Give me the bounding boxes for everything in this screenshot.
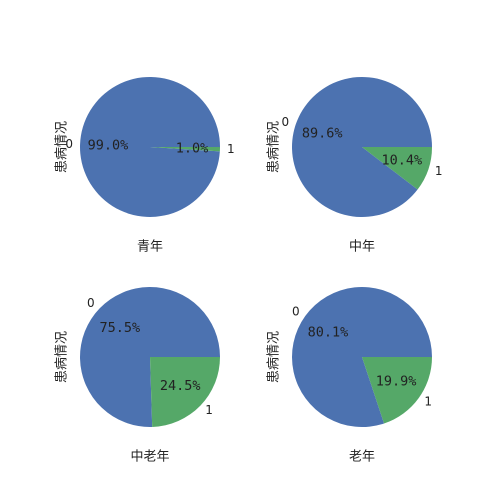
- category-label-young-0: 0: [65, 137, 73, 151]
- category-label-middle-old-1: 1: [205, 403, 213, 417]
- x-axis-label-middle: 中年: [349, 240, 375, 255]
- pie-slice-middle-old-1: [150, 357, 220, 427]
- pie-slice-young-0: [80, 76, 221, 217]
- y-axis-label-middle-old: 患病情况: [55, 331, 70, 383]
- category-label-old-0: 0: [292, 304, 300, 318]
- pie-slice-middle-1: [362, 147, 432, 190]
- pie-slice-middle-0: [292, 77, 432, 218]
- percent-label-middle-0: 89.6%: [302, 126, 343, 142]
- x-axis-label-middle-old: 中老年: [130, 450, 169, 465]
- category-label-old-1: 1: [424, 395, 432, 409]
- percent-label-young-0: 99.0%: [88, 138, 129, 154]
- percent-label-middle-1: 10.4%: [381, 153, 422, 169]
- pie-slice-young-1: [150, 147, 220, 152]
- x-axis-label-young: 青年: [137, 240, 163, 255]
- category-label-young-1: 1: [227, 142, 235, 156]
- y-axis-label-young: 患病情况: [55, 121, 70, 173]
- percent-label-old-1: 19.9%: [376, 374, 417, 390]
- y-axis-label-middle: 患病情况: [267, 121, 282, 173]
- x-axis-label-old: 老年: [349, 450, 375, 465]
- percent-label-young-1: 1.0%: [176, 140, 209, 156]
- category-label-middle-old-0: 0: [87, 296, 95, 310]
- category-label-middle-0: 0: [281, 115, 289, 129]
- percent-label-old-0: 80.1%: [308, 324, 349, 340]
- percent-label-middle-old-1: 24.5%: [160, 378, 201, 394]
- category-label-middle-1: 1: [435, 164, 443, 178]
- y-axis-label-old: 患病情况: [267, 331, 282, 383]
- percent-label-middle-old-0: 75.5%: [99, 320, 140, 336]
- pie-slice-old-0: [292, 287, 432, 428]
- pie-slice-middle-old-0: [79, 287, 220, 428]
- pie-slice-old-1: [362, 357, 432, 424]
